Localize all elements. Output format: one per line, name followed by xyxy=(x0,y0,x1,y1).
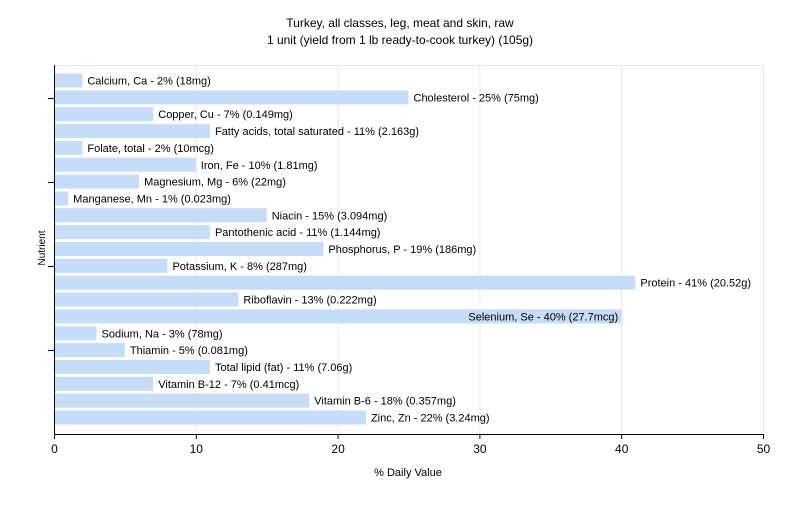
bar xyxy=(55,292,239,307)
bar xyxy=(55,258,168,273)
bar xyxy=(55,107,154,122)
bar-label: Phosphorus, P - 19% (186mg) xyxy=(328,244,476,256)
bar-label: Selenium, Se - 40% (27.7mcg) xyxy=(468,311,618,323)
bar-label: Protein - 41% (20.52g) xyxy=(640,278,751,290)
bar-label: Folate, total - 2% (10mcg) xyxy=(87,143,214,155)
bar-label: Vitamin B-6 - 18% (0.357mg) xyxy=(314,396,456,408)
bar-label: Calcium, Ca - 2% (18mg) xyxy=(87,76,210,88)
bar-label: Thiamin - 5% (0.081mg) xyxy=(130,345,248,357)
bar xyxy=(55,275,636,290)
bar-label: Copper, Cu - 7% (0.149mg) xyxy=(158,109,293,121)
bar xyxy=(55,376,154,391)
x-tick-label: 40 xyxy=(615,442,629,456)
gridlines xyxy=(54,65,764,434)
bar-label: Fatty acids, total saturated - 11% (2.16… xyxy=(215,126,419,138)
bar-label: Total lipid (fat) - 11% (7.06g) xyxy=(215,362,352,374)
chart-subtitle: 1 unit (yield from 1 lb ready-to-cook tu… xyxy=(267,33,533,47)
axes-group xyxy=(48,65,764,439)
bar xyxy=(55,393,310,408)
bar xyxy=(55,359,210,374)
bar xyxy=(55,225,210,240)
bar-label: Cholesterol - 25% (75mg) xyxy=(414,92,539,104)
y-axis-label: Nutrient xyxy=(37,230,48,265)
x-tick-label: 20 xyxy=(331,442,345,456)
x-tick-label: 30 xyxy=(473,442,487,456)
bar xyxy=(55,208,267,223)
bar xyxy=(55,242,324,256)
bar xyxy=(55,191,69,206)
x-tick-label: 50 xyxy=(757,442,771,456)
bar-label: Pantothenic acid - 11% (1.144mg) xyxy=(215,227,380,239)
bar-label: Magnesium, Mg - 6% (22mg) xyxy=(144,177,286,189)
bar xyxy=(55,140,83,155)
chart-title: Turkey, all classes, leg, meat and skin,… xyxy=(286,16,514,30)
bar-label: Vitamin B-12 - 7% (0.41mcg) xyxy=(158,379,299,391)
bar xyxy=(55,124,210,139)
bar-label: Iron, Fe - 10% (1.81mg) xyxy=(201,160,318,172)
bar xyxy=(55,326,97,341)
x-tick-label: 0 xyxy=(51,442,58,456)
x-axis-label: % Daily Value xyxy=(374,467,442,479)
bar xyxy=(55,343,125,358)
x-tick-label: 10 xyxy=(190,442,204,456)
x-tick-labels: 0 10 20 30 40 50 xyxy=(51,442,770,456)
bar-label: Potassium, K - 8% (287mg) xyxy=(172,261,307,273)
bar-label: Riboflavin - 13% (0.222mg) xyxy=(243,295,376,307)
bar xyxy=(55,73,83,88)
bar xyxy=(55,90,409,105)
bar-labels-group: Calcium, Ca - 2% (18mg) Cholesterol - 25%… xyxy=(73,76,751,425)
bar-label: Manganese, Mn - 1% (0.023mg) xyxy=(73,193,231,205)
bars-group xyxy=(55,73,636,425)
bar-label: Niacin - 15% (3.094mg) xyxy=(272,210,388,222)
bar xyxy=(55,309,622,324)
bar xyxy=(55,157,196,172)
bar xyxy=(55,174,140,189)
bar-label: Zinc, Zn - 22% (3.24mg) xyxy=(371,413,490,425)
bar-label: Sodium, Na - 3% (78mg) xyxy=(102,328,223,340)
bar xyxy=(55,410,366,425)
